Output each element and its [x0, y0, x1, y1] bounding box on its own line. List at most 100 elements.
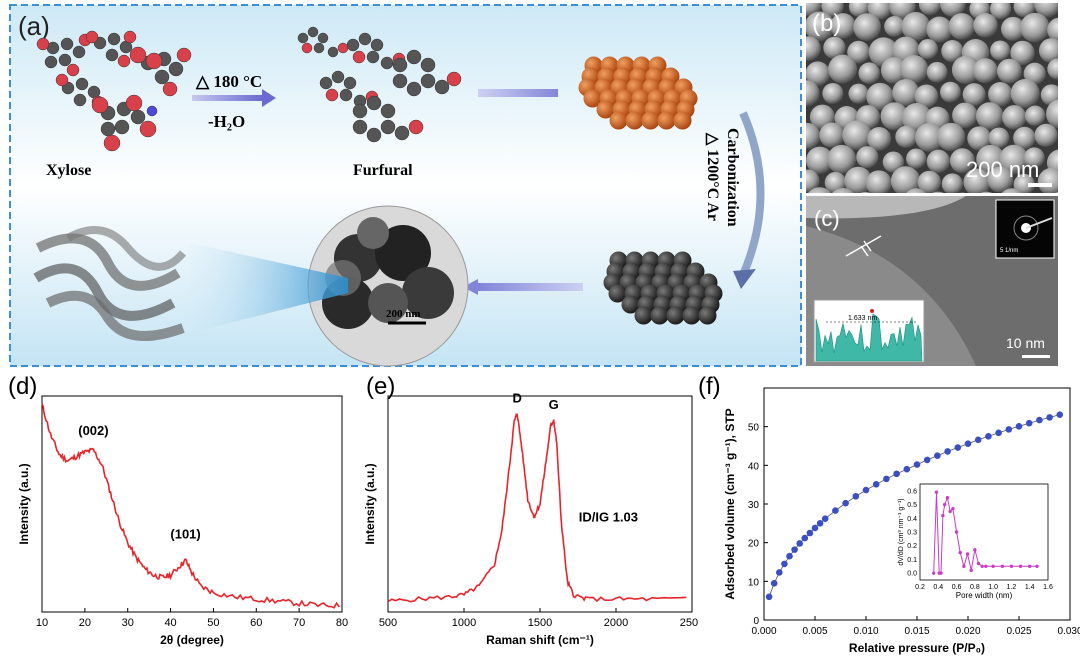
- x-tick-label: 70: [293, 617, 305, 629]
- inset-y-axis-label: dV/dD (cm³ nm⁻¹ g⁻¹): [898, 498, 905, 565]
- inset-y-tick-label: 0.6: [907, 488, 917, 495]
- isotherm-point: [817, 520, 824, 527]
- isotherm-point: [1016, 423, 1023, 430]
- sem-sphere: [895, 126, 917, 148]
- y-axis-label: Intensity (a.u.): [17, 463, 31, 544]
- y-axis-label: Intensity (a.u.): [363, 463, 377, 544]
- sem-sphere: [949, 13, 976, 40]
- isotherm-point: [863, 487, 870, 494]
- inset-x-tick-label: 0.2: [915, 584, 925, 591]
- inset-y-tick-label: 0.3: [907, 530, 917, 537]
- sem-sphere: [918, 39, 938, 59]
- pore-size-point: [977, 562, 980, 565]
- x-tick-label: 50: [207, 617, 219, 629]
- sem-sphere: [822, 83, 843, 104]
- hrtem-image: (c) 5 1/nm 1.633 nm 10 nm: [806, 196, 1058, 366]
- pore-size-point: [966, 552, 969, 555]
- isotherm-point: [965, 440, 972, 447]
- orange-sphere: [626, 112, 644, 130]
- panel-a: (a) Xylose △ 180 °C -H₂O Furfural: [8, 3, 803, 368]
- isotherm-point: [893, 471, 900, 478]
- isotherm-point: [832, 507, 839, 514]
- sem-sphere: [842, 120, 872, 150]
- pore-size-point: [1028, 565, 1031, 568]
- sem-sphere: [1035, 124, 1058, 147]
- x-tick-label: 2000: [604, 617, 628, 629]
- inset-x-axis-label: Pore width (nm): [956, 591, 1013, 600]
- panel-c-scale-label: 10 nm: [1006, 335, 1045, 351]
- dark-sphere: [683, 307, 701, 325]
- pore-size-point: [980, 565, 983, 568]
- isotherm-point: [1026, 420, 1033, 427]
- isotherm-point: [781, 561, 788, 568]
- sem-sphere: [973, 13, 998, 38]
- isotherm-point: [776, 569, 783, 576]
- peak-annotation: ID/IG 1.03: [579, 509, 638, 524]
- y-tick-label: 0: [753, 616, 759, 627]
- isotherm-point: [975, 437, 982, 444]
- isotherm-point: [842, 500, 849, 507]
- lattice-spacing-label: 1.633 nm: [848, 315, 877, 322]
- isotherm-point: [1057, 411, 1064, 418]
- sem-sphere: [927, 62, 948, 83]
- pore-size-point: [962, 565, 965, 568]
- panel-f-label: (f): [698, 373, 721, 400]
- line-profile-inset: 1.633 nm: [814, 300, 924, 362]
- return-arrow: [478, 283, 583, 291]
- tem-scale-label: 200 nm: [386, 308, 421, 320]
- isotherm-point: [853, 493, 860, 500]
- y-tick-label: 40: [748, 461, 760, 472]
- x-tick-label: 60: [250, 617, 262, 629]
- sem-sphere: [940, 82, 961, 103]
- isotherm-point: [766, 594, 773, 601]
- x-axis-label: Raman shift (cm⁻¹): [486, 633, 594, 647]
- sem-sphere: [976, 102, 1004, 130]
- dehydration-label: -H₂O: [208, 112, 245, 131]
- inset-x-tick-label: 1.0: [988, 584, 998, 591]
- isotherm-point: [791, 546, 798, 553]
- panel-a-label: (a): [18, 11, 50, 41]
- panel-a-schematic: (a) Xylose △ 180 °C -H₂O Furfural: [8, 3, 803, 368]
- pore-size-point: [1019, 565, 1022, 568]
- isotherm-point: [822, 515, 829, 522]
- peak-annotation: G: [549, 397, 559, 412]
- pore-size-point: [1001, 565, 1004, 568]
- pore-size-point: [1035, 565, 1038, 568]
- panel-b-label: (b): [812, 10, 841, 37]
- inset-x-tick-label: 1.6: [1043, 584, 1053, 591]
- isotherm-point: [904, 466, 911, 473]
- inset-x-tick-label: 0.8: [970, 584, 980, 591]
- pore-size-point: [948, 510, 951, 513]
- x-tick-label: 0.000: [751, 626, 776, 637]
- y-tick-label: 30: [748, 500, 760, 511]
- panel-c: (c) 5 1/nm 1.633 nm 10 nm: [806, 196, 1058, 366]
- y-tick-label: 10: [748, 577, 760, 588]
- isotherm-point: [771, 580, 778, 587]
- pore-size-point: [935, 491, 938, 494]
- isotherm-point: [786, 553, 793, 560]
- pore-size-point: [946, 496, 949, 499]
- x-tick-label: 0.020: [955, 626, 980, 637]
- x-tick-label: 500: [379, 617, 397, 629]
- orange-sphere: [642, 112, 660, 130]
- inset-y-tick-label: 0.2: [907, 543, 917, 550]
- sem-sphere: [926, 17, 952, 43]
- reaction-arrow: [192, 95, 262, 101]
- dark-sphere: [667, 307, 685, 325]
- pore-size-point: [991, 565, 994, 568]
- isotherm-point: [985, 433, 992, 440]
- pore-size-point: [973, 548, 976, 551]
- x-tick-label: 40: [164, 617, 176, 629]
- pore-size-point: [941, 514, 944, 517]
- pore-size-point: [932, 571, 935, 574]
- x-tick-label: 0.010: [853, 626, 878, 637]
- pore-size-point: [943, 503, 946, 506]
- y-tick-label: 50: [748, 423, 760, 434]
- orange-sphere: [674, 112, 692, 130]
- pore-size-point: [959, 551, 962, 554]
- pore-size-point: [970, 569, 973, 572]
- xylose-label: Xylose: [46, 162, 91, 179]
- isotherm-point: [1036, 417, 1043, 424]
